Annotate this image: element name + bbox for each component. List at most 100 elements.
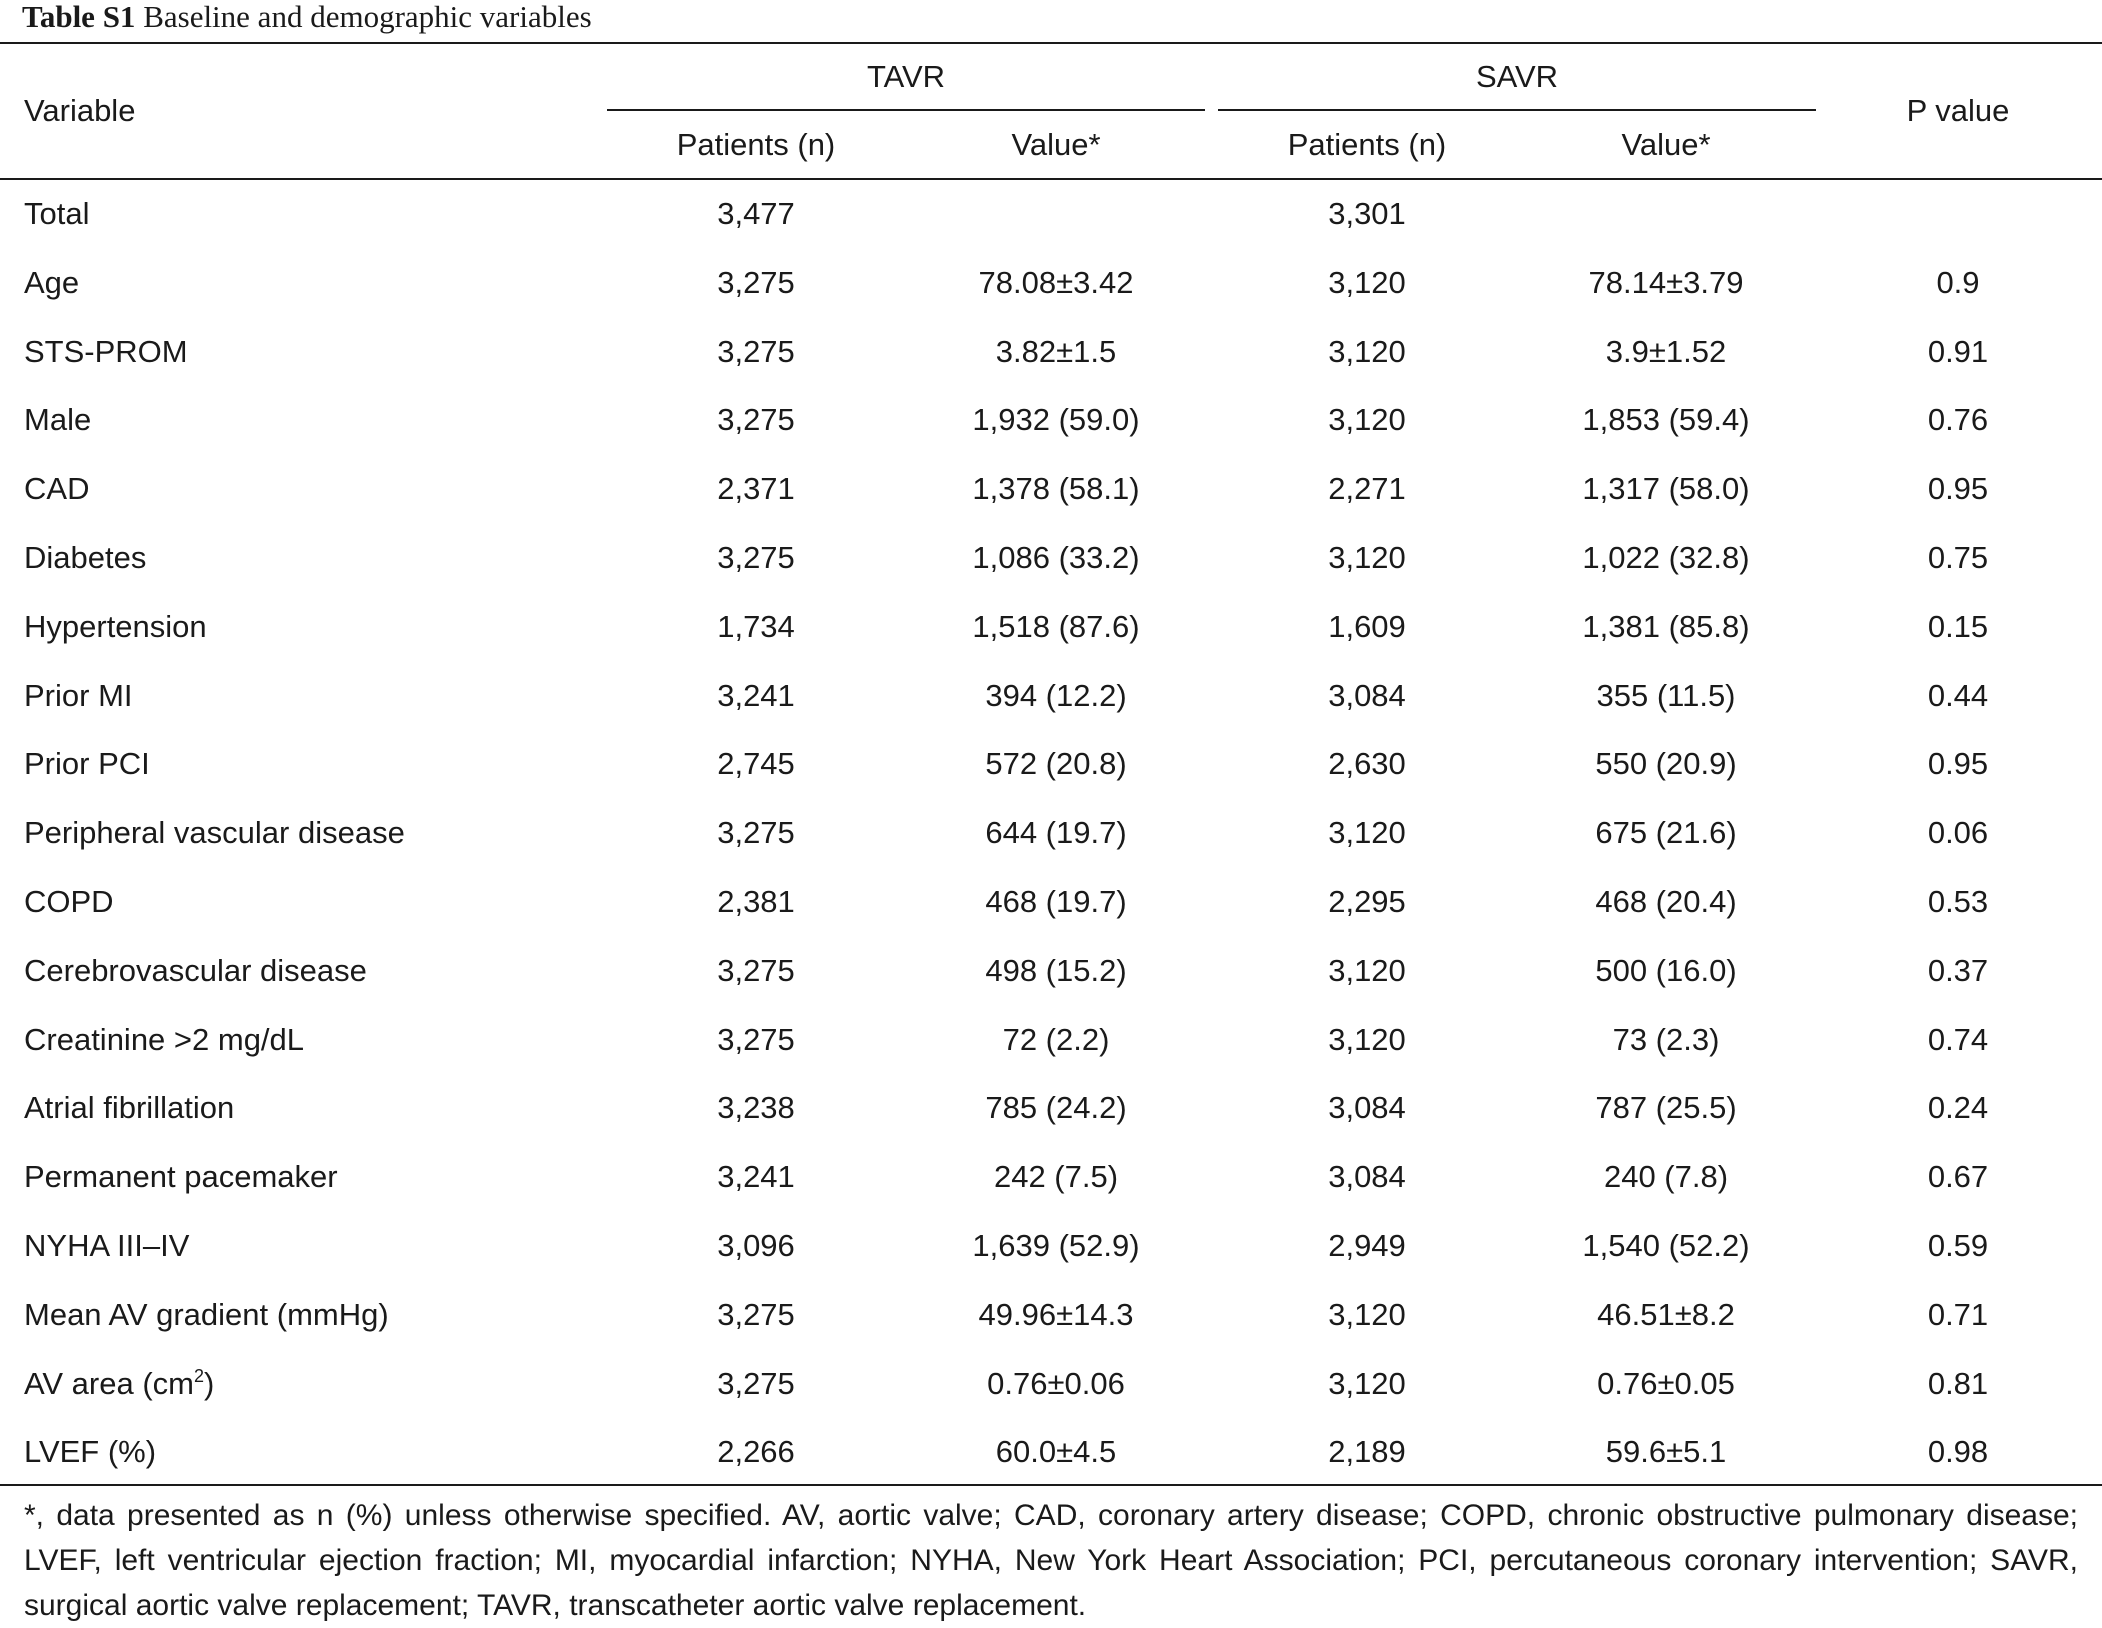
cell-savr-n: 2,295 [1328,884,1406,919]
cell-savr-n: 1,609 [1328,608,1406,644]
cell-p-value: 0.59 [1927,1228,1989,1263]
cell-savr-value: 1,540 (52.2) [1582,1228,1750,1263]
body-bottom-rule [0,1484,2102,1486]
cell-savr-value: 73 (2.3) [1612,1021,1720,1057]
cell-savr-n: 3,120 [1328,333,1406,369]
cell-tavr-value: 1,378 (58.1) [972,471,1140,507]
cell-p-value: 0.9 [1936,264,1980,300]
header-savr-patients: Patients (n) [1287,127,1447,162]
table-footnote: *, data presented as n (%) unless otherw… [24,1499,2078,1622]
table-caption: Table S1 Baseline and demographic variab… [22,0,592,34]
header-p-value: P value [1906,93,2010,128]
header-group-savr: SAVR [1475,59,1559,94]
header-variable: Variable [24,93,136,128]
cell-variable: Atrial fibrillation [24,1090,235,1126]
cell-tavr-n: 3,275 [717,1021,795,1057]
cell-tavr-n: 3,275 [717,815,795,851]
cell-tavr-value: 242 (7.5) [993,1159,1119,1195]
cell-p-value: 0.67 [1927,1159,1989,1195]
cell-p-value: 0.53 [1927,884,1989,919]
cell-tavr-value: 572 (20.8) [985,746,1127,782]
cell-savr-value: 550 (20.9) [1595,746,1737,782]
cell-tavr-n: 3,096 [717,1228,795,1263]
cell-savr-n: 3,084 [1328,1090,1406,1126]
cell-tavr-n: 3,241 [717,1159,795,1195]
cell-variable: Peripheral vascular disease [24,815,405,851]
cell-p-value: 0.15 [1927,608,1989,644]
cell-p-value: 0.06 [1927,815,1989,851]
cell-tavr-n: 3,477 [717,196,795,231]
cell-savr-value: 1,853 (59.4) [1582,402,1750,438]
cell-variable: Prior MI [24,677,133,713]
cell-variable: Male [24,402,92,438]
cell-variable: Total [24,196,90,231]
table-caption-text: Baseline and demographic variables [143,0,592,34]
cell-savr-value: 355 (11.5) [1596,677,1736,713]
cell-tavr-n: 3,275 [717,402,795,438]
cell-tavr-value: 1,639 (52.9) [972,1228,1140,1263]
cell-p-value: 0.24 [1927,1090,1989,1126]
cell-tavr-n: 3,238 [717,1090,795,1126]
cell-variable-text: AV area (cm [24,1365,194,1401]
cell-savr-value: 46.51±8.2 [1597,1296,1735,1332]
cell-tavr-n: 2,371 [717,471,795,507]
cell-tavr-n: 3,275 [717,952,795,988]
cell-savr-n: 3,120 [1328,815,1406,851]
cell-tavr-value: 644 (19.7) [985,815,1127,851]
cell-variable: NYHA III–IV [24,1228,190,1263]
cell-savr-value: 1,022 (32.8) [1582,540,1750,575]
cell-p-value: 0.95 [1927,471,1989,507]
cell-tavr-n: 3,275 [717,264,795,300]
header-group-tavr: TAVR [866,59,946,94]
cell-savr-value: 1,381 (85.8) [1582,608,1750,644]
cell-tavr-n: 3,275 [717,333,795,369]
cell-savr-value: 78.14±3.79 [1588,264,1744,300]
cell-p-value: 0.91 [1927,333,1989,369]
cell-p-value: 0.37 [1927,952,1989,988]
cell-savr-value: 0.76±0.05 [1597,1365,1735,1401]
cell-tavr-value: 394 (12.2) [985,677,1127,713]
cell-tavr-value: 72 (2.2) [1002,1021,1110,1057]
cell-tavr-n: 1,734 [717,608,795,644]
cell-tavr-n: 2,381 [717,884,795,919]
cell-tavr-value: 498 (15.2) [985,952,1127,988]
cell-variable: Age [24,264,80,300]
cell-variable-suffix: ) [204,1365,215,1401]
cell-tavr-value: 78.08±3.42 [978,264,1134,300]
cell-savr-n: 3,120 [1328,540,1406,575]
cell-variable: Prior PCI [24,746,150,782]
cell-tavr-value: 1,518 (87.6) [972,608,1140,644]
header-tavr-value: Value* [1011,127,1101,162]
header-tavr-patients: Patients (n) [676,127,836,162]
cell-savr-n: 2,271 [1328,471,1406,507]
header-savr-value: Value* [1621,127,1711,162]
cell-tavr-n: 2,266 [717,1434,795,1470]
cell-savr-n: 3,120 [1328,1021,1406,1057]
cell-savr-value: 59.6±5.1 [1605,1434,1727,1470]
cell-savr-n: 2,189 [1328,1434,1406,1470]
cell-savr-n: 3,084 [1328,677,1406,713]
top-rule [0,42,2102,44]
cell-p-value: 0.81 [1927,1365,1989,1401]
cell-tavr-n: 2,745 [717,746,795,782]
cell-savr-n: 2,630 [1328,746,1406,782]
cell-savr-n: 3,120 [1328,402,1406,438]
cell-p-value: 0.76 [1927,402,1989,438]
cell-savr-value: 468 (20.4) [1595,884,1737,919]
cell-savr-value: 240 (7.8) [1603,1159,1729,1195]
cell-tavr-n: 3,275 [717,1296,795,1332]
cell-tavr-value: 60.0±4.5 [995,1434,1117,1470]
cell-tavr-value: 3.82±1.5 [995,333,1117,369]
cell-savr-value: 675 (21.6) [1595,815,1737,851]
cell-savr-value: 787 (25.5) [1595,1090,1737,1126]
tavr-group-rule [607,109,1205,111]
cell-variable: Permanent pacemaker [24,1159,338,1195]
cell-savr-value: 1,317 (58.0) [1582,471,1750,507]
table-caption-label: Table S1 [22,0,136,34]
cell-p-value: 0.71 [1927,1296,1989,1332]
header-bottom-rule [0,178,2102,180]
savr-group-rule [1218,109,1816,111]
cell-tavr-n: 3,275 [717,540,795,575]
cell-savr-n: 3,120 [1328,952,1406,988]
cell-tavr-value: 0.76±0.06 [987,1365,1125,1401]
